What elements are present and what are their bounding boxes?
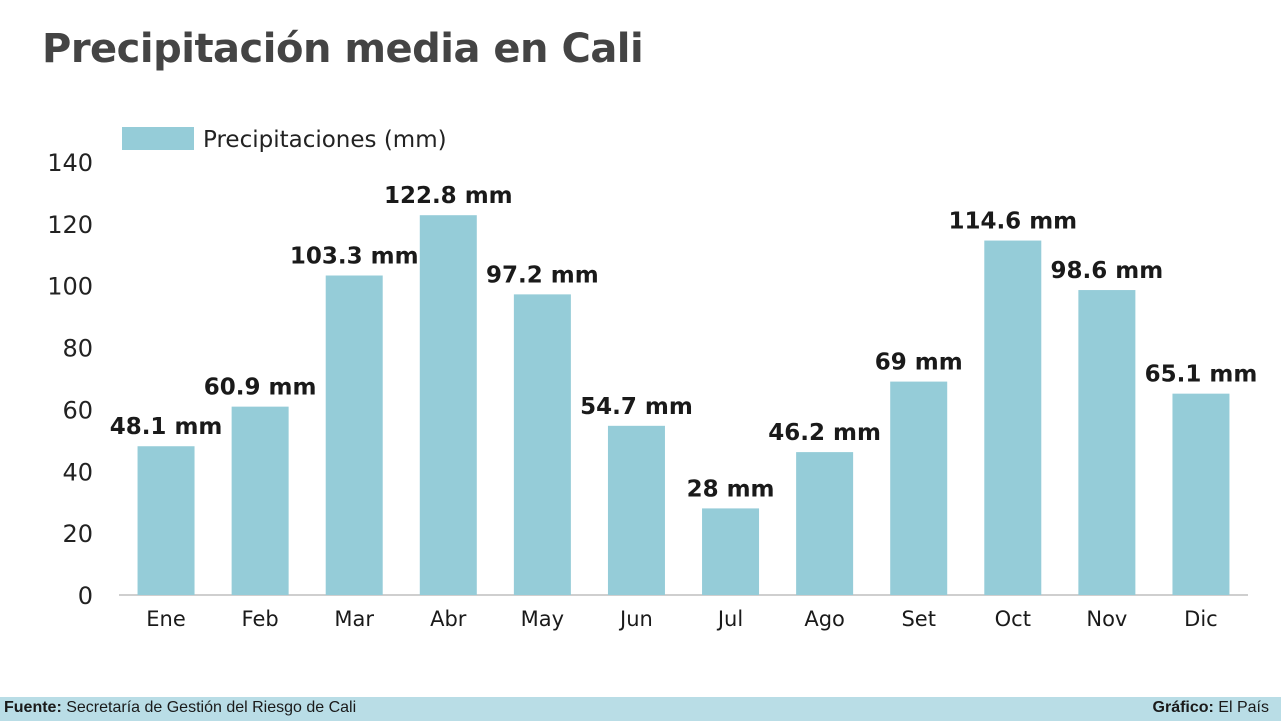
- source-note: Fuente: Secretaría de Gestión del Riesgo…: [4, 699, 356, 717]
- x-tick-label: Dic: [1184, 607, 1218, 631]
- data-label: 46.2 mm: [768, 420, 881, 446]
- x-tick-label: Mar: [334, 607, 374, 631]
- data-label: 60.9 mm: [204, 375, 317, 401]
- bar: [419, 215, 477, 595]
- bar: [513, 294, 571, 595]
- x-tick-label: Abr: [430, 607, 467, 631]
- y-tick-label: 40: [62, 458, 93, 486]
- data-label: 103.3 mm: [290, 244, 419, 270]
- y-tick-label: 0: [78, 582, 93, 610]
- bar: [796, 452, 854, 595]
- y-tick-label: 20: [62, 520, 93, 548]
- source-text: Secretaría de Gestión del Riesgo de Cali: [61, 699, 357, 716]
- bars: [137, 215, 1230, 595]
- x-tick-label: Nov: [1086, 607, 1127, 631]
- bar: [607, 425, 665, 595]
- bar: [1078, 290, 1136, 595]
- y-tick-label: 140: [47, 149, 93, 177]
- data-label: 69 mm: [875, 350, 963, 376]
- data-label: 122.8 mm: [384, 183, 513, 209]
- y-tick-label: 80: [62, 335, 93, 363]
- data-label: 97.2 mm: [486, 262, 599, 288]
- bar: [702, 508, 760, 595]
- x-tick-label: Jun: [618, 607, 653, 631]
- y-tick-label: 120: [47, 211, 93, 239]
- y-tick-label: 60: [62, 396, 93, 424]
- credit-label: Gráfico:: [1152, 699, 1214, 716]
- x-tick-label: Feb: [242, 607, 279, 631]
- x-tick-label: Oct: [995, 607, 1031, 631]
- legend-label: Precipitaciones (mm): [203, 127, 447, 153]
- data-labels: 48.1 mm 60.9 mm 103.3 mm 122.8 mm 97.2 mm 54.…: [110, 183, 1258, 502]
- data-label: 98.6 mm: [1051, 258, 1164, 284]
- bar: [890, 381, 948, 595]
- y-tick-label: 100: [47, 273, 93, 301]
- data-label: 28 mm: [687, 476, 775, 502]
- bar: [984, 240, 1042, 595]
- y-axis: 0 20 40 60 80 100 120 140: [47, 149, 93, 610]
- bar: [231, 406, 289, 595]
- x-tick-label: Ene: [146, 607, 186, 631]
- data-label: 54.7 mm: [580, 394, 693, 420]
- credit-text: El País: [1213, 699, 1269, 716]
- bar: [137, 446, 195, 595]
- data-label: 114.6 mm: [948, 209, 1077, 235]
- chart-title: Precipitación media en Cali: [42, 26, 644, 72]
- x-tick-label: Ago: [804, 607, 845, 631]
- x-tick-label: Jul: [716, 607, 743, 631]
- legend-swatch: [122, 127, 194, 150]
- bar: [1172, 393, 1230, 595]
- bar-chart: Precipitaciones (mm) 020406080100120140 …: [47, 127, 1258, 631]
- source-label: Fuente:: [4, 699, 62, 716]
- legend: Precipitaciones (mm): [122, 127, 447, 153]
- x-tick-label: May: [521, 607, 564, 631]
- footer: Fuente: Secretaría de Gestión del Riesgo…: [0, 697, 1281, 721]
- x-tick-label: Set: [901, 607, 935, 631]
- x-axis: Ene Feb Mar Abr May Jun Jul Ago Set Oct Nov Dic: [146, 607, 1217, 631]
- bar: [325, 275, 383, 595]
- data-label: 48.1 mm: [110, 414, 223, 440]
- data-label: 65.1 mm: [1145, 362, 1258, 388]
- credit-note: Gráfico: El País: [1153, 699, 1269, 717]
